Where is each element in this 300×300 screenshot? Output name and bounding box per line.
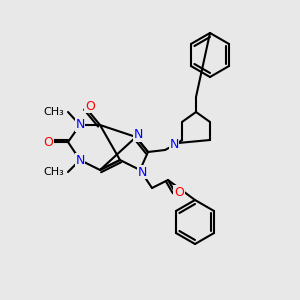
Text: N: N <box>133 128 143 142</box>
Text: O: O <box>174 185 184 199</box>
Text: N: N <box>75 118 85 131</box>
Text: N: N <box>169 137 179 151</box>
Text: N: N <box>75 154 85 166</box>
Text: O: O <box>43 136 53 148</box>
Text: O: O <box>85 100 95 112</box>
Text: N: N <box>137 166 147 178</box>
Text: CH₃: CH₃ <box>43 107 64 117</box>
Text: CH₃: CH₃ <box>43 167 64 177</box>
